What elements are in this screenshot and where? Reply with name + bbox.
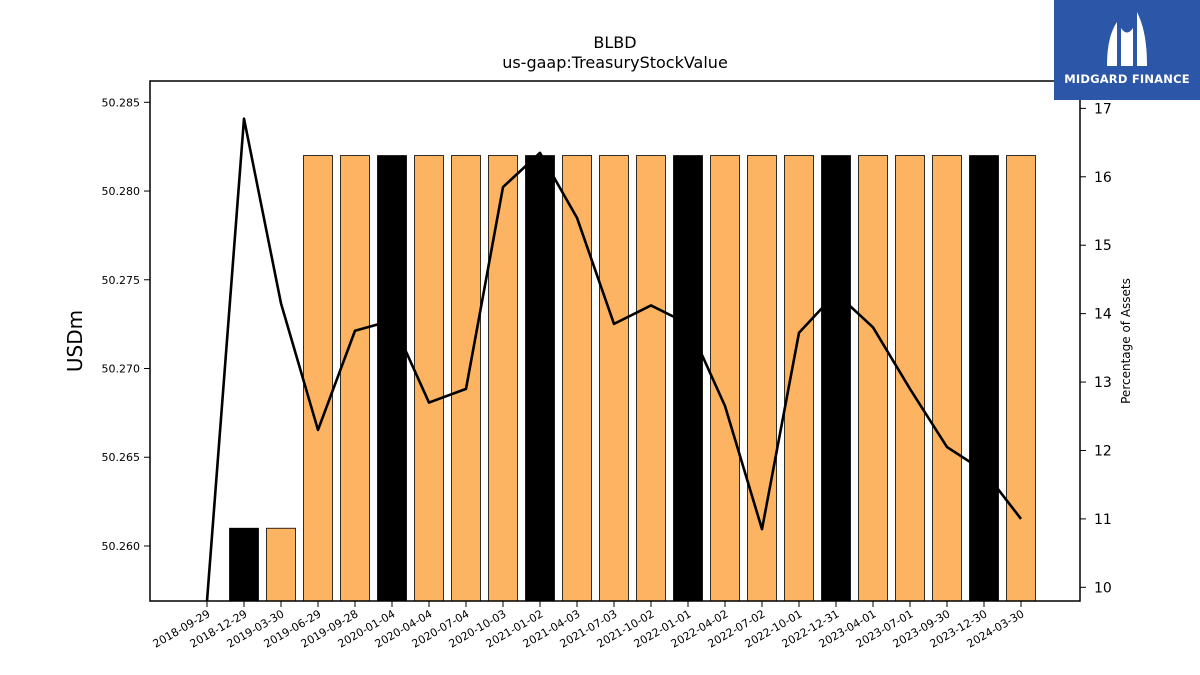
- y-axis-label: USDm: [63, 310, 87, 372]
- y-tick-label: 50.270: [102, 363, 141, 376]
- bar-2018-12-29: [229, 527, 259, 602]
- percentage-line: [205, 117, 1023, 602]
- y2-tick-label: 16: [1094, 170, 1112, 186]
- bar-2024-03-30: [1006, 155, 1036, 602]
- y2-tick-label: 10: [1094, 580, 1112, 596]
- bar-2023-07-01: [895, 155, 925, 602]
- y2-tick-label: 17: [1094, 101, 1112, 117]
- bar-2023-09-30: [932, 155, 962, 602]
- y-tick-label: 50.260: [102, 540, 141, 553]
- bar-2020-10-03: [488, 155, 518, 602]
- bar-2021-04-03: [562, 155, 592, 602]
- bar-2019-06-29: [303, 155, 333, 602]
- y2-tick-label: 14: [1094, 307, 1112, 323]
- bar-2022-01-01: [673, 155, 703, 602]
- y-tick-label: 50.285: [102, 96, 141, 109]
- bar-2022-07-02: [747, 155, 777, 602]
- bar-2019-09-28: [340, 155, 370, 602]
- bar-2022-12-31: [821, 155, 851, 602]
- chart-title: BLBD: [593, 33, 636, 52]
- bar-2022-04-02: [710, 155, 740, 602]
- y-tick-label: 50.275: [102, 274, 141, 287]
- y2-tick-label: 15: [1094, 238, 1112, 254]
- y-axis-left: 50.260 50.265 50.270 50.275 50.280 50.285: [102, 96, 150, 553]
- bar-2019-03-30: [266, 527, 296, 602]
- bar-2022-10-01: [784, 155, 814, 602]
- x-axis: 2018-09-292018-12-292019-03-302019-06-29…: [151, 601, 1027, 651]
- bar-2021-10-02: [636, 155, 666, 602]
- chart-subtitle: us-gaap:TreasuryStockValue: [502, 53, 728, 72]
- bar-2021-07-03: [599, 155, 629, 602]
- y2-tick-label: 11: [1094, 512, 1112, 528]
- midgard-finance-logo: MIDGARD FINANCE: [1054, 0, 1200, 100]
- y2-tick-label: 13: [1094, 375, 1112, 391]
- y-tick-label: 50.265: [102, 451, 141, 464]
- bar-2020-01-04: [377, 155, 407, 602]
- bar-2020-07-04: [451, 155, 481, 602]
- y-tick-label: 50.280: [102, 185, 141, 198]
- bar-2023-12-30: [969, 155, 999, 602]
- plot-frame: [149, 80, 1081, 602]
- bar-2023-04-01: [858, 155, 888, 602]
- logo-text: MIDGARD FINANCE: [1064, 72, 1190, 86]
- y2-tick-label: 12: [1094, 443, 1112, 459]
- y-axis-right: 10 11 12 13 14 15 16 17: [1080, 101, 1112, 596]
- bar-group: [229, 155, 1036, 602]
- y2-axis-label: Percentage of Assets: [1119, 278, 1133, 404]
- bar-2021-01-02: [525, 155, 555, 602]
- midgard-logo-icon: [1107, 12, 1147, 66]
